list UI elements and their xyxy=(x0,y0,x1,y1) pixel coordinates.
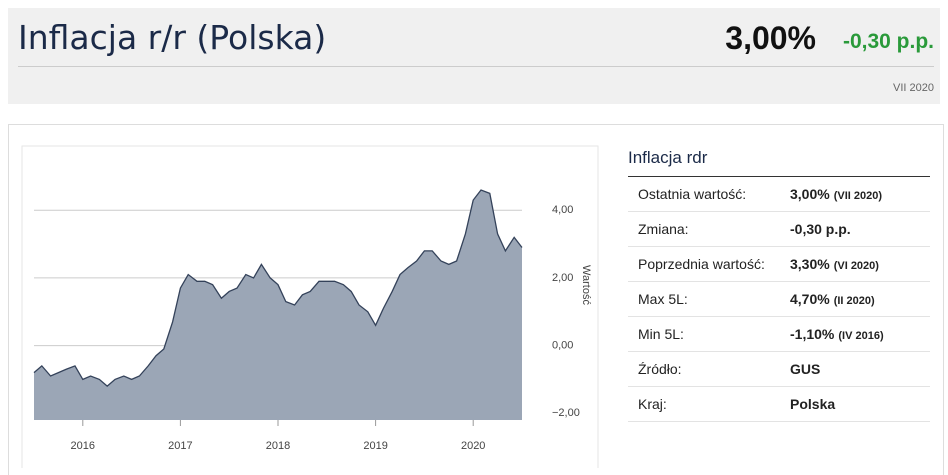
y-tick-label: 0,00 xyxy=(552,339,573,351)
y-tick-label: −2,00 xyxy=(552,407,580,419)
table-row: Poprzednia wartość: 3,30% (VI 2020) xyxy=(628,247,930,282)
row-note: (IV 2016) xyxy=(838,330,884,342)
y-axis-title: Wartość xyxy=(580,265,592,305)
line xyxy=(33,189,523,388)
header: Inflacja r/r (Polska) 3,00% -0,30 p.p. V… xyxy=(8,8,940,104)
table-title: Inflacja rdr xyxy=(628,148,930,177)
table-row: Źródło: GUS xyxy=(628,352,930,387)
row-note: (VI 2020) xyxy=(833,260,879,272)
x-tick-label: 2016 xyxy=(71,440,95,452)
row-label: Ostatnia wartość: xyxy=(638,186,747,202)
chart-frame xyxy=(21,145,599,468)
row-note: (VII 2020) xyxy=(833,190,883,202)
info-table: Inflacja rdr Ostatnia wartość: 3,00% (VII 2… xyxy=(628,148,930,422)
row-value: -0,30 p.p. xyxy=(790,221,851,237)
panel xyxy=(8,124,944,475)
table-row: Zmiana: -0,30 p.p. xyxy=(628,212,930,247)
row-value: -1,10% (IV 2016) xyxy=(790,326,884,342)
row-value: 3,30% (VI 2020) xyxy=(790,256,879,272)
table-row: Max 5L: 4,70% (II 2020) xyxy=(628,282,930,317)
row-note: (II 2020) xyxy=(833,295,875,307)
row-label: Min 5L: xyxy=(638,326,684,342)
date: VII 2020 xyxy=(893,82,934,94)
x-tick-label: 2020 xyxy=(461,440,485,452)
value: 3,00% xyxy=(725,20,816,56)
y-tick-label: 4,00 xyxy=(552,204,573,216)
row-value: 4,70% (II 2020) xyxy=(790,291,875,307)
chart: −2,00 0,00 2,00 4,00 2016 2017 2018 2019 2020 War… xyxy=(21,145,599,468)
table-row: Min 5L: -1,10% (IV 2016) xyxy=(628,317,930,352)
y-tick-label: 2,00 xyxy=(552,272,573,284)
row-label: Kraj: xyxy=(638,396,667,412)
x-tick-label: 2018 xyxy=(266,440,290,452)
x-tick-label: 2017 xyxy=(168,440,192,452)
title: Inflacja r/r (Polska) xyxy=(18,18,327,57)
area xyxy=(34,189,522,420)
change: -0,30 p.p. xyxy=(842,30,934,53)
table-row: Kraj: Polska xyxy=(628,387,930,422)
divider xyxy=(18,66,934,67)
x-tick-label: 2019 xyxy=(363,440,387,452)
row-value: 3,00% (VII 2020) xyxy=(790,186,883,202)
row-value: GUS xyxy=(790,361,821,377)
row-label: Poprzednia wartość: xyxy=(638,256,765,272)
row-value: Polska xyxy=(790,396,836,412)
row-label: Zmiana: xyxy=(638,221,689,237)
row-label: Źródło: xyxy=(638,361,682,377)
table-row: Ostatnia wartość: 3,00% (VII 2020) xyxy=(628,177,930,212)
row-label: Max 5L: xyxy=(638,291,688,307)
